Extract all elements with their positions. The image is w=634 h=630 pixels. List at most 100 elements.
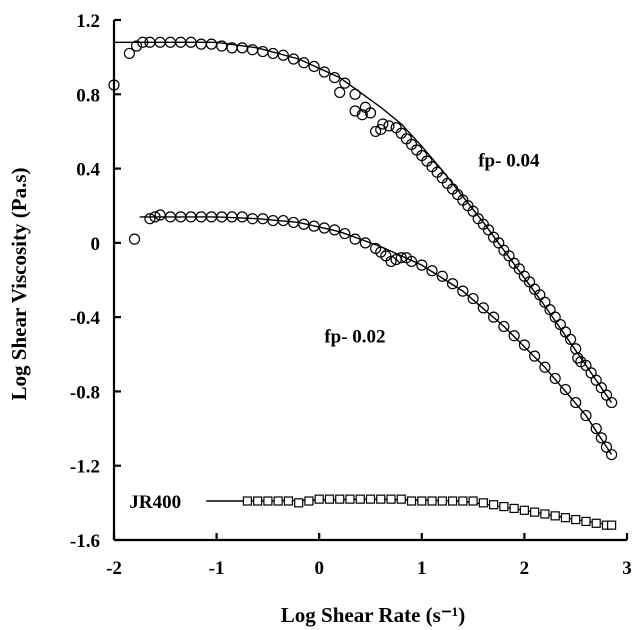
x-tick-label: 1 — [417, 558, 427, 579]
data-point — [478, 498, 488, 508]
y-tick-label: 0.4 — [76, 160, 100, 181]
data-point — [540, 509, 550, 519]
data-point — [236, 211, 248, 223]
data-point — [144, 213, 156, 225]
data-point — [396, 494, 406, 504]
data-point — [328, 71, 341, 84]
data-point — [529, 350, 541, 362]
data-point — [606, 448, 618, 461]
data-point — [304, 496, 314, 506]
data-point — [370, 125, 382, 138]
x-tick-label: 3 — [622, 558, 632, 579]
data-point — [406, 496, 417, 506]
data-point — [205, 38, 218, 50]
data-point — [549, 311, 561, 323]
data-point — [263, 496, 273, 506]
data-point — [606, 396, 618, 409]
data-point — [377, 118, 389, 130]
data-point — [195, 38, 207, 50]
data-point — [108, 79, 120, 91]
y-tick-label: 0 — [91, 234, 101, 255]
x-tick-label: 0 — [314, 558, 324, 579]
data-point — [498, 320, 510, 333]
x-tick-label: -2 — [106, 558, 122, 579]
data-point — [509, 503, 519, 514]
axes — [112, 20, 627, 542]
data-point — [468, 496, 478, 506]
data-point — [318, 66, 330, 78]
data-point — [550, 511, 560, 521]
data-point — [123, 47, 135, 60]
data-point — [508, 330, 520, 342]
data-point — [339, 227, 351, 240]
data-point — [549, 372, 561, 385]
data-point — [339, 77, 351, 89]
data-point — [349, 88, 361, 100]
data-point — [571, 514, 581, 525]
data-point — [416, 259, 428, 271]
data-point — [564, 333, 577, 346]
data-point — [287, 53, 300, 65]
data-point — [467, 205, 479, 217]
data-point — [534, 289, 546, 301]
fit-curve — [114, 41, 613, 403]
data-point — [570, 343, 582, 355]
data-point — [570, 396, 582, 409]
series-label: JR400 — [129, 492, 181, 513]
data-point — [489, 500, 499, 510]
data-point — [294, 498, 304, 508]
data-point — [149, 211, 161, 223]
data-point — [580, 409, 592, 422]
data-point — [437, 496, 447, 506]
data-point — [376, 494, 386, 504]
series-label: fp- 0.02 — [324, 327, 385, 348]
data-point — [355, 494, 365, 504]
fit-curves — [114, 41, 613, 526]
data-point — [427, 496, 437, 506]
data-point — [314, 494, 324, 504]
data-point — [523, 276, 536, 288]
data-point — [345, 494, 355, 504]
data-point — [559, 383, 572, 396]
data-point — [554, 318, 566, 331]
data-point — [417, 496, 427, 506]
data-point — [365, 494, 376, 504]
data-point — [477, 302, 489, 314]
data-point — [572, 352, 584, 364]
data-point — [383, 120, 395, 132]
data-point — [595, 382, 607, 394]
data-point — [426, 265, 438, 277]
data-point — [334, 86, 346, 99]
data-point — [246, 44, 259, 56]
data-point — [324, 494, 335, 504]
data-point — [446, 278, 459, 290]
data-point — [488, 311, 500, 323]
data-point — [580, 359, 592, 372]
data-point — [128, 233, 141, 245]
data-point — [349, 105, 361, 117]
data-point — [585, 367, 597, 379]
data-point — [277, 49, 289, 61]
data-point — [595, 432, 607, 444]
data-point — [242, 496, 252, 506]
x-tick-label: -1 — [209, 558, 225, 579]
data-point — [364, 107, 377, 119]
data-point — [386, 494, 396, 504]
data-point — [544, 304, 556, 316]
data-point — [590, 374, 602, 386]
data-point — [530, 507, 540, 517]
data-point — [356, 109, 368, 121]
data-point — [359, 237, 371, 249]
y-axis-title: Log Shear Viscosity (Pa.s) — [7, 168, 31, 401]
data-point — [607, 520, 617, 530]
series-label: fp- 0.04 — [478, 150, 540, 171]
data-point — [283, 496, 294, 506]
y-tick-label: -0.8 — [70, 382, 100, 403]
data-point — [503, 250, 515, 262]
data-point — [328, 224, 341, 236]
data-point — [499, 501, 509, 512]
series-labels: fp- 0.04 fp- 0.02 JR400 — [129, 150, 540, 513]
data-point — [137, 36, 149, 48]
data-point — [395, 252, 407, 264]
